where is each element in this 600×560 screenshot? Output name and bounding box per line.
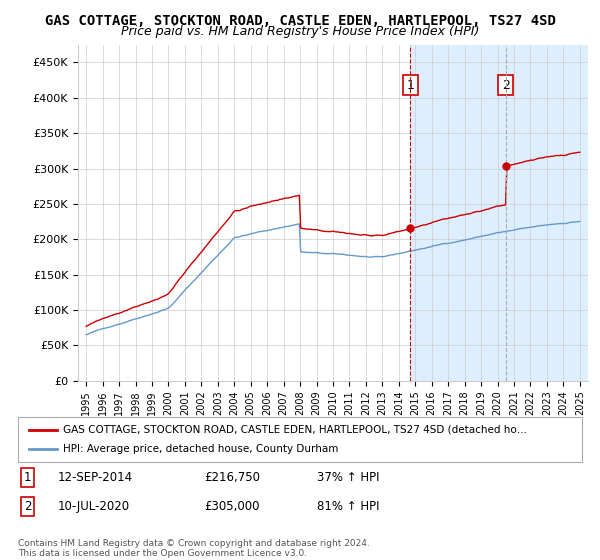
Bar: [410, 45, 588, 381]
Text: HPI: Average price, detached house, County Durham: HPI: Average price, detached house, Coun…: [63, 445, 338, 455]
Text: Contains HM Land Registry data © Crown copyright and database right 2024.: Contains HM Land Registry data © Crown c…: [18, 539, 370, 548]
Text: 1: 1: [406, 78, 414, 92]
Text: This data is licensed under the Open Government Licence v3.0.: This data is licensed under the Open Gov…: [18, 549, 307, 558]
Text: 12-SEP-2014: 12-SEP-2014: [58, 471, 133, 484]
Text: 2: 2: [502, 78, 509, 92]
Text: 37% ↑ HPI: 37% ↑ HPI: [317, 471, 379, 484]
Text: £216,750: £216,750: [204, 471, 260, 484]
Text: 2: 2: [23, 500, 31, 513]
Text: 10-JUL-2020: 10-JUL-2020: [58, 500, 130, 513]
Text: Price paid vs. HM Land Registry's House Price Index (HPI): Price paid vs. HM Land Registry's House …: [121, 25, 479, 38]
Text: 1: 1: [23, 471, 31, 484]
Text: GAS COTTAGE, STOCKTON ROAD, CASTLE EDEN, HARTLEPOOL, TS27 4SD (detached ho…: GAS COTTAGE, STOCKTON ROAD, CASTLE EDEN,…: [63, 424, 527, 435]
Text: GAS COTTAGE, STOCKTON ROAD, CASTLE EDEN, HARTLEPOOL, TS27 4SD: GAS COTTAGE, STOCKTON ROAD, CASTLE EDEN,…: [44, 14, 556, 28]
Text: 81% ↑ HPI: 81% ↑ HPI: [317, 500, 379, 513]
Text: £305,000: £305,000: [204, 500, 260, 513]
FancyBboxPatch shape: [18, 417, 582, 462]
